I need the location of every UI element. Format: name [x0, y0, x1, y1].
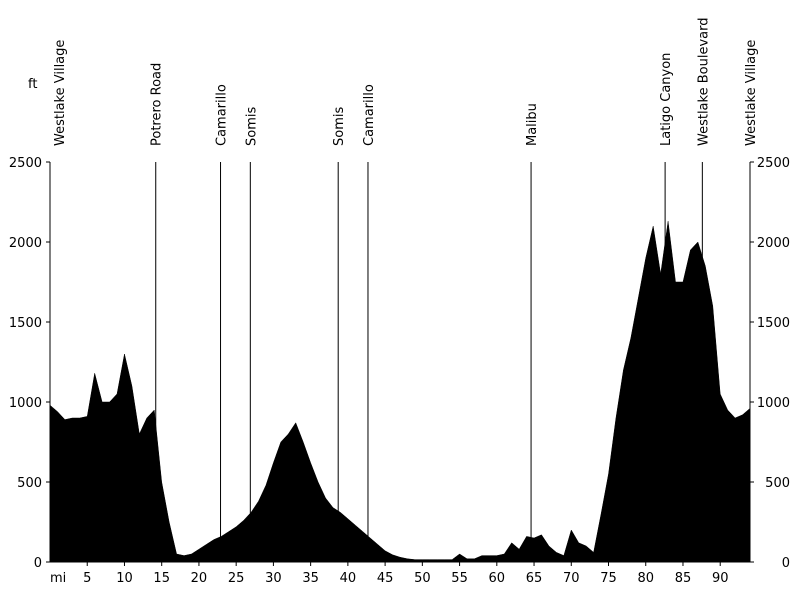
y-tick-label-right: 2500 [757, 156, 790, 171]
waypoint-label: Potrero Road [150, 63, 165, 146]
x-tick-label: 50 [414, 571, 431, 586]
y-tick-label-right: 500 [765, 476, 790, 491]
x-axis-label: mi [50, 571, 66, 586]
y-tick-label: 1500 [9, 316, 42, 331]
y-tick-label-right: 2000 [757, 236, 790, 251]
x-tick-label: 60 [489, 571, 506, 586]
y-tick-label-right: 1500 [757, 316, 790, 331]
x-tick-label: 80 [637, 571, 654, 586]
x-tick-label: 35 [302, 571, 319, 586]
x-tick-label: 5 [83, 571, 91, 586]
waypoint-label: Somis [332, 107, 347, 146]
y-tick-label: 500 [17, 476, 42, 491]
x-tick-label: 45 [377, 571, 394, 586]
waypoint-label: Camarillo [215, 84, 230, 146]
y-tick-label-right: 0 [782, 556, 790, 571]
elevation-area [49, 221, 751, 563]
y-tick-label-right: 1000 [757, 396, 790, 411]
x-tick-label: 75 [600, 571, 617, 586]
y-tick-label: 0 [34, 556, 42, 571]
x-tick-label: 10 [116, 571, 133, 586]
y-tick-label: 2500 [9, 156, 42, 171]
x-tick-label: 25 [228, 571, 245, 586]
x-tick-label: 30 [265, 571, 282, 586]
x-tick-label: 85 [675, 571, 692, 586]
waypoint-label: Westlake Boulevard [696, 18, 711, 146]
waypoint-label: Latigo Canyon [659, 53, 674, 146]
x-tick-label: 15 [153, 571, 170, 586]
x-tick-label: 55 [451, 571, 468, 586]
x-tick-label: 90 [712, 571, 729, 586]
waypoint-label: Malibu [525, 103, 540, 146]
waypoint-label: Westlake Village [53, 40, 68, 146]
y-axis-label: ft [28, 77, 37, 92]
x-tick-label: 40 [340, 571, 357, 586]
x-tick-label: 20 [191, 571, 208, 586]
waypoint-label: Somis [244, 107, 259, 146]
waypoint-label: Westlake Village [744, 40, 759, 146]
y-tick-label: 2000 [9, 236, 42, 251]
x-tick-label: 70 [563, 571, 580, 586]
y-tick-label: 1000 [9, 396, 42, 411]
waypoint-label: Camarillo [362, 84, 377, 146]
x-tick-label: 65 [526, 571, 543, 586]
